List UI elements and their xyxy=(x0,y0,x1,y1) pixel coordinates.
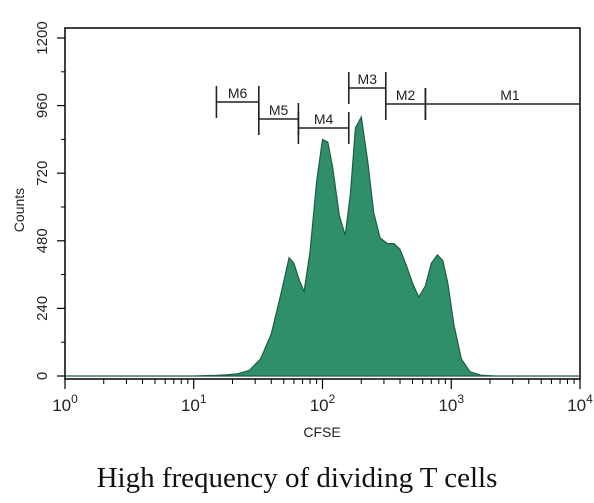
y-axis-title: Counts xyxy=(11,188,27,232)
y-tick-label: 1200 xyxy=(34,21,51,54)
histogram-area xyxy=(65,114,580,377)
gate-label: M2 xyxy=(396,87,416,103)
x-tick-label: 104 xyxy=(567,392,593,415)
x-tick-label: 101 xyxy=(181,392,207,415)
x-tick-label: 102 xyxy=(310,392,336,415)
gate-label: M5 xyxy=(269,102,289,118)
y-tick-label: 0 xyxy=(34,372,51,380)
gate-m1: M1 xyxy=(424,87,580,120)
x-tick-label: 103 xyxy=(438,392,464,415)
gate-label: M1 xyxy=(500,87,520,103)
x-axis-ticks: 100 101 102 103 104 xyxy=(52,379,593,415)
gate-label: M4 xyxy=(314,111,334,127)
x-tick-label: 100 xyxy=(52,392,78,415)
gate-markers: M6 M5 M4 M3 M2 M1 xyxy=(215,71,580,144)
gate-m2: M2 xyxy=(384,87,427,120)
y-tick-label: 720 xyxy=(34,161,51,186)
gate-label: M6 xyxy=(228,85,248,101)
y-tick-label: 240 xyxy=(34,296,51,321)
y-tick-label: 960 xyxy=(34,93,51,118)
y-tick-label: 480 xyxy=(34,228,51,253)
gate-label: M3 xyxy=(358,71,378,87)
gate-m3: M3 xyxy=(347,71,387,104)
x-axis-title: CFSE xyxy=(303,424,340,440)
histogram-chart: 100 101 102 103 104 0 240 480 720 960 1200 M6 M5 M4… xyxy=(11,21,593,440)
figure-caption: High frequency of dividing T cells xyxy=(96,462,498,494)
y-axis-ticks: 0 240 480 720 960 1200 xyxy=(34,21,65,380)
gate-m4: M4 xyxy=(297,111,350,144)
